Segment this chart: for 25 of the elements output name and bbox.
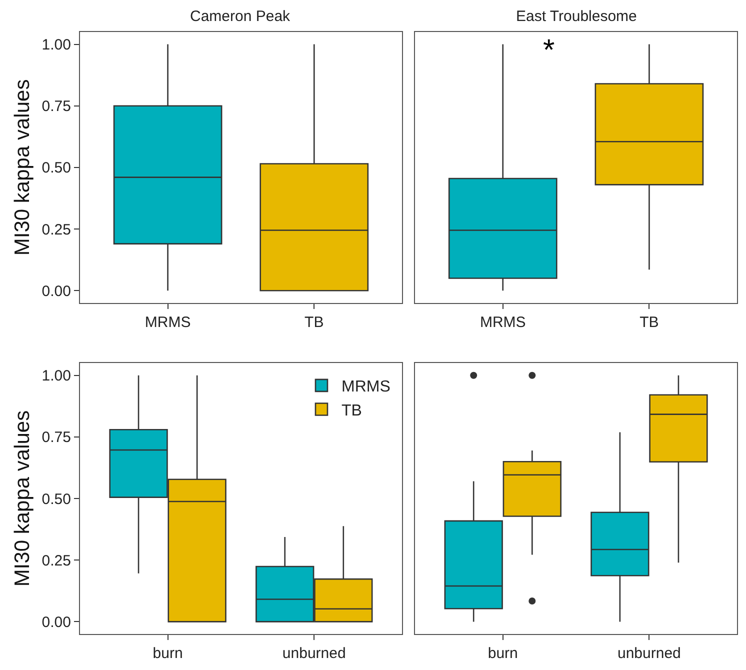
chart-title: Cameron Peak xyxy=(190,8,291,25)
y-tick-label: 0.75 xyxy=(42,429,71,446)
x-tick-label: MRMS xyxy=(480,314,526,331)
y-tick-label: 1.00 xyxy=(42,36,71,54)
chart-title: East Troublesome xyxy=(516,8,637,25)
x-tick-label: TB xyxy=(640,314,659,331)
y-tick-label: 0.75 xyxy=(42,98,71,116)
legend-label: TB xyxy=(341,402,362,420)
x-tick-label: burn xyxy=(152,645,183,662)
y-tick-label: 0.00 xyxy=(42,282,71,300)
y-tick-label: 0.00 xyxy=(42,614,71,631)
y-axis-title: MI30 kappa values xyxy=(10,410,34,587)
x-tick-label: unburned xyxy=(282,645,346,662)
y-tick-label: 0.50 xyxy=(42,490,71,508)
y-tick-label: 1.00 xyxy=(42,368,71,385)
y-tick-label: 0.25 xyxy=(42,221,71,238)
x-tick-label: MRMS xyxy=(144,314,191,331)
x-tick-label: burn xyxy=(488,645,518,662)
x-tick-label: TB xyxy=(304,314,324,331)
x-tick-label: unburned xyxy=(617,645,681,662)
legend-label: MRMS xyxy=(341,378,390,396)
y-tick-label: 0.50 xyxy=(42,160,71,177)
y-tick-label: 0.25 xyxy=(42,552,71,570)
annotation: * xyxy=(543,34,555,67)
y-axis-title: MI30 kappa values xyxy=(10,79,34,256)
